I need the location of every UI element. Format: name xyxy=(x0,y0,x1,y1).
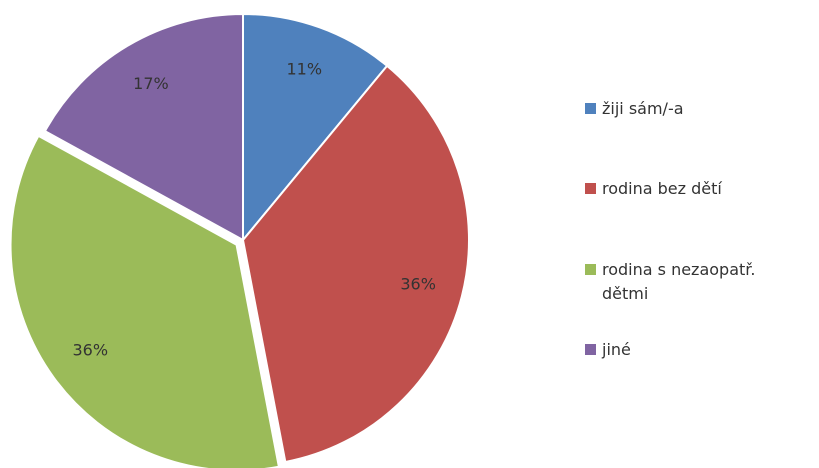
legend-item: rodina s nezaopatř. dětmi xyxy=(585,258,805,306)
data-label: 36% xyxy=(400,274,436,293)
legend-item: jiné xyxy=(585,338,805,362)
pie-slice xyxy=(241,64,470,464)
pie-slice xyxy=(43,12,244,242)
legend-label: rodina bez dětí xyxy=(602,179,722,198)
data-label: 11% xyxy=(286,59,322,78)
legend-item: rodina bez dětí xyxy=(585,177,805,201)
legend-swatch xyxy=(585,103,596,114)
legend-label: žiji sám/-a xyxy=(602,99,684,118)
legend-item: žiji sám/-a xyxy=(585,97,805,121)
data-label: 17% xyxy=(133,74,169,93)
legend-swatch xyxy=(585,344,596,355)
legend-swatch xyxy=(585,264,596,275)
legend-label: rodina s nezaopatř. dětmi xyxy=(602,260,756,303)
legend-swatch xyxy=(585,183,596,194)
data-label: 36% xyxy=(72,340,108,359)
pie-slice xyxy=(9,134,281,468)
legend-label: jiné xyxy=(602,340,631,359)
pie-slice xyxy=(242,12,389,243)
